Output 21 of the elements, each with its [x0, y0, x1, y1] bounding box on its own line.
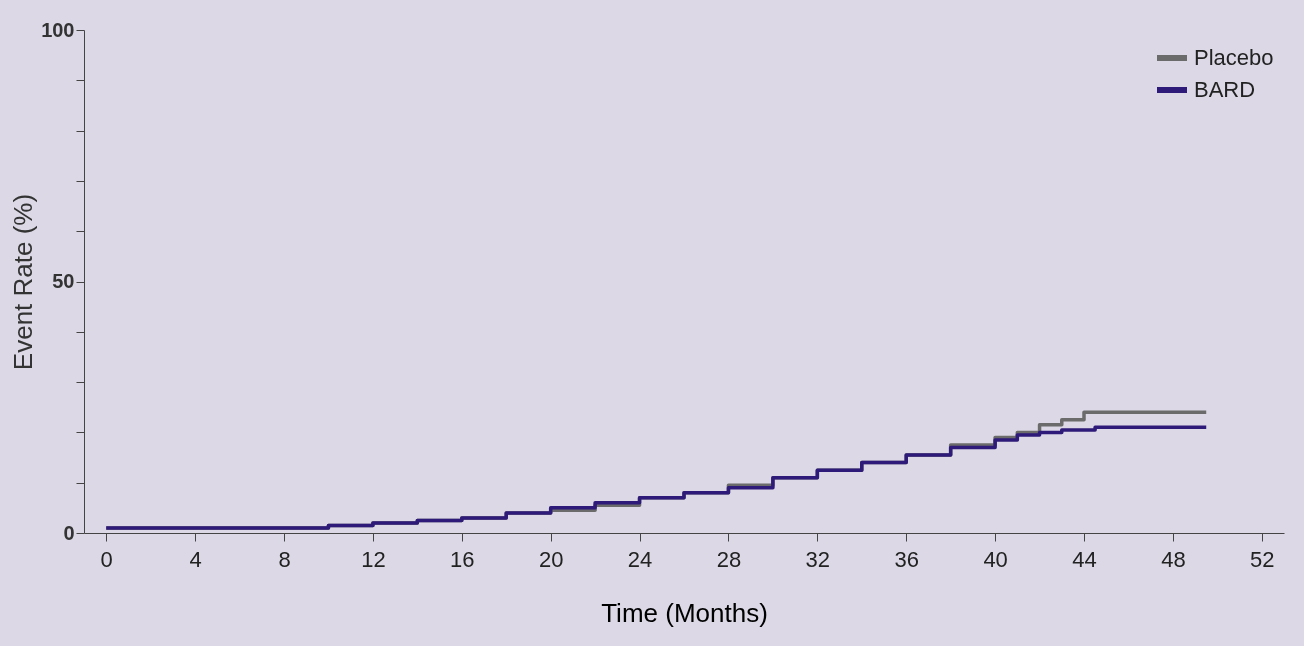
- x-tick-label: 20: [538, 546, 564, 572]
- x-axis-title: Time (Months): [601, 597, 768, 628]
- y-tick-label: 50: [52, 270, 75, 292]
- x-tick-label: 40: [983, 546, 1008, 572]
- x-tick-label: 52: [1250, 546, 1275, 572]
- x-tick-label: 8: [278, 546, 291, 572]
- x-tick-label: 32: [805, 546, 831, 572]
- x-tick-label: 16: [450, 546, 475, 572]
- x-tick-label: 12: [361, 546, 386, 572]
- x-tick-label: 36: [894, 546, 919, 572]
- legend-label: Placebo: [1194, 45, 1274, 70]
- x-tick-label: 28: [716, 546, 742, 572]
- y-axis-title: Event Rate (%): [8, 193, 39, 371]
- x-tick-label: 0: [100, 546, 113, 572]
- x-tick-label: 4: [189, 546, 202, 572]
- x-tick-label: 48: [1161, 546, 1186, 572]
- y-tick-label: 0: [63, 521, 75, 544]
- x-tick-label: 24: [627, 546, 653, 572]
- legend-label: BARD: [1194, 77, 1256, 102]
- y-tick-label: 100: [41, 18, 75, 41]
- x-tick-label: 44: [1072, 546, 1097, 572]
